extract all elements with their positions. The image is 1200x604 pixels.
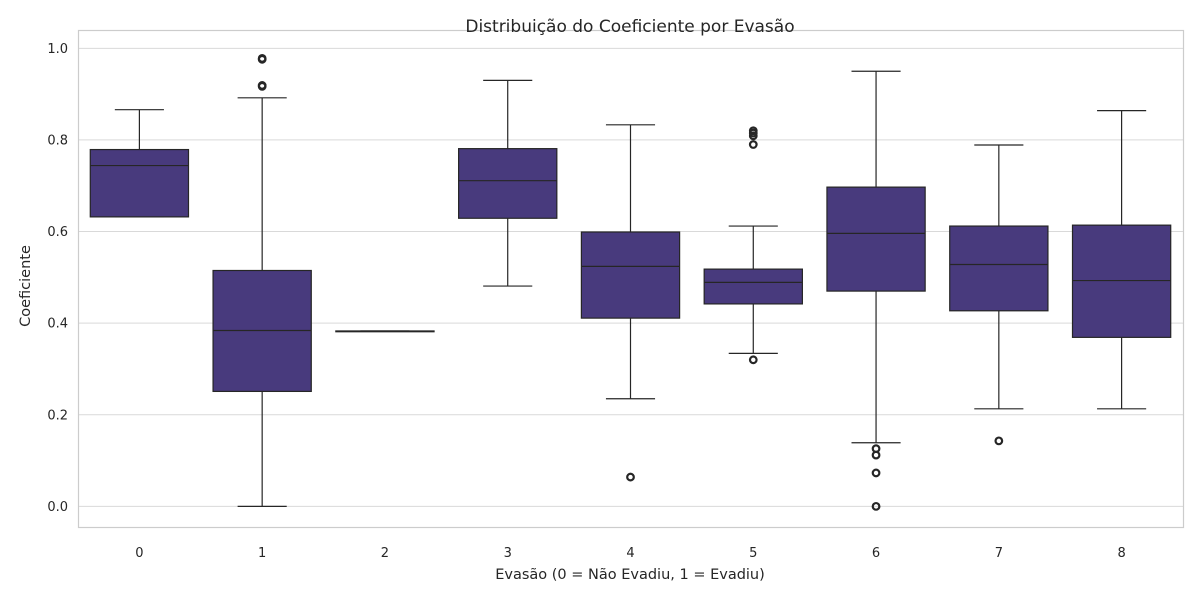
box-group-3 [458,79,558,287]
outlier-point [257,81,267,90]
iqr-box [826,186,926,292]
outlier-point [871,468,881,478]
y-tick-label: 0.2 [47,408,68,423]
x-tick-label: 3 [504,546,512,561]
y-tick-label: 0.8 [47,133,68,148]
x-tick-label: 7 [995,546,1003,561]
x-tick-label: 0 [135,546,143,561]
outlier-point [994,436,1004,446]
x-tick-label: 5 [749,546,757,561]
iqr-box [1071,224,1172,338]
x-tick-label: 6 [872,546,880,561]
box-group-8 [1071,110,1172,410]
y-tick-label: 0.6 [47,225,68,240]
iqr-box [703,268,803,305]
iqr-box [949,225,1049,312]
box-group-0 [89,109,190,218]
box-group-4 [580,124,681,482]
y-tick-label: 1.0 [47,42,68,57]
iqr-box [580,231,681,319]
y-tick-label: 0.0 [47,500,68,515]
plot-frame [77,29,1185,529]
x-axis-label: Evasão (0 = Não Evadiu, 1 = Evadiu) [495,567,765,583]
x-tick-label: 1 [258,546,266,561]
box-group-2 [335,330,435,333]
iqr-box [458,148,558,219]
chart-title: Distribuição do Coeficiente por Evasão [465,17,794,37]
outlier-point [871,444,881,454]
iqr-box [89,148,190,218]
x-tick-labels: 0 1 2 3 4 5 6 7 8 [135,546,1126,561]
box-group-1 [212,54,312,507]
x-tick-label: 8 [1117,546,1125,561]
x-tick-label: 4 [626,546,634,561]
y-axis-label: Coeficiente [18,245,34,327]
outlier-point [748,126,758,136]
box-group-5 [703,126,803,365]
y-tick-labels: 0.0 0.2 0.4 0.6 0.8 1.0 [47,42,68,515]
outlier-point [626,472,635,482]
x-tick-label: 2 [381,546,389,561]
outlier-point [748,355,758,365]
box-layer [89,54,1172,511]
outlier-point [871,501,881,511]
box-group-6 [826,70,926,511]
outlier-point [748,140,758,149]
y-tick-label: 0.4 [47,317,68,332]
outlier-point [257,54,267,63]
box-group-7 [949,144,1049,446]
